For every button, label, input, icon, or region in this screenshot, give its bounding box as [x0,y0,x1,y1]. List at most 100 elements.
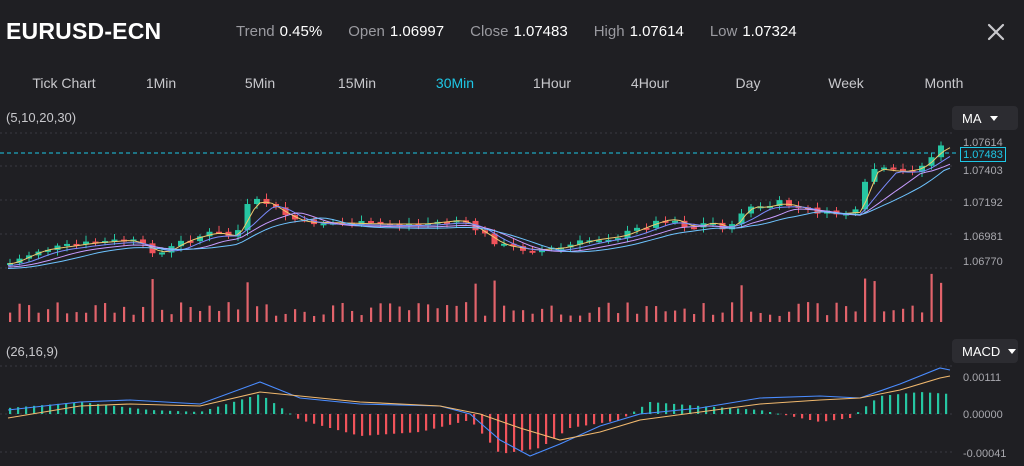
candle-body [320,223,327,226]
tab-1min[interactable]: 1Min [145,75,177,91]
candle-body [890,167,897,170]
candle-body [92,241,99,244]
volume-bar [522,310,525,322]
tab-tick-chart[interactable]: Tick Chart [32,75,96,91]
ma-indicator-select[interactable]: MA [952,106,1018,130]
quote-stats: Trend 0.45% Open 1.06997 Close 1.07483 High… [236,23,823,40]
volume-bar [123,306,126,322]
macd-bar [865,406,868,414]
volume-bar [303,311,306,322]
moving-average-lines [7,147,951,269]
macd-indicator-select[interactable]: MACD [952,339,1018,363]
macd-bar [345,414,348,433]
volume-bar [664,311,667,322]
macd-bar [545,414,548,444]
macd-bar [873,400,876,414]
macd-bar [625,414,628,417]
volume-bar [797,303,800,322]
macd-bar [25,406,28,414]
tab-1hour[interactable]: 1Hour [532,75,572,91]
macd-bar [761,410,764,414]
macd-bar [449,414,452,425]
volume-bar [189,307,192,322]
macd-bar [473,414,476,425]
macd-bar [105,404,108,414]
volume-bar [598,307,601,322]
candle-body [406,223,412,226]
tab-4hour[interactable]: 4Hour [630,75,670,91]
macd-bar [769,412,772,414]
tab-week[interactable]: Week [828,75,864,91]
volume-bar [617,313,620,322]
tab-30min[interactable]: 30Min [435,75,475,91]
volume-bar [218,310,221,322]
candle-body [159,252,165,255]
macd-bar [809,414,812,420]
candle-body [577,240,583,245]
volume-bar [104,303,107,322]
tab-month[interactable]: Month [924,75,964,91]
volume-bar [826,315,829,322]
macd-select-value: MACD [962,343,1001,359]
volume-bar [873,281,876,322]
volume-bar [788,311,791,322]
volume-bar [607,302,610,322]
volume-bar [645,306,648,322]
macd-bar [577,414,580,427]
candle-body [111,239,118,242]
candle-body [83,241,89,245]
volume-bar [769,314,772,322]
macd-bar [193,411,196,414]
volume-bar [246,282,249,322]
volume-bar [351,310,354,322]
ma-line [7,155,951,266]
candle-body [881,167,887,170]
volume-bar [208,305,211,322]
macd-bar [561,414,564,434]
stat-low: Low 1.07324 [710,23,797,40]
volume-bar [541,308,544,322]
macd-bar [73,402,76,414]
candle-body [64,243,70,246]
stat-value: 0.45% [279,23,323,40]
volume-bar [256,306,259,322]
stat-value: 1.07324 [742,23,797,40]
volume-bar [360,315,363,322]
volume-bar [56,302,59,322]
volume-bar [655,306,658,322]
volume-bar [883,311,886,322]
tab-5min[interactable]: 5Min [244,75,276,91]
candle-body [596,240,602,243]
volume-bar [579,315,582,322]
macd-bar [233,401,236,414]
macd-bar [881,395,884,414]
macd-line [7,367,951,457]
stat-label: High [593,23,625,40]
volume-bar [731,302,734,322]
chevron-down-icon [1008,348,1017,354]
macd-bar [265,397,268,414]
volume-bar [436,308,439,322]
tab-day[interactable]: Day [735,75,761,91]
candle-body [605,239,612,242]
volume-bar [199,310,202,322]
tab-15min[interactable]: 15Min [337,75,377,91]
macd-tick: 0.00111 [963,372,1002,384]
macd-bar [673,403,676,414]
candle-body [900,168,906,171]
macd-bar [33,405,36,414]
volume-bar [693,314,696,322]
macd-bar [585,414,588,426]
candle-body [444,221,450,224]
price-chart[interactable] [0,104,1024,466]
stat-label: Close [470,23,509,40]
macd-bar [697,405,700,414]
macd-bar [153,410,156,414]
volume-bar [18,303,21,322]
volume-bar [94,305,97,322]
macd-bar [217,406,220,414]
close-button[interactable] [984,20,1008,44]
volume-bar [550,305,553,322]
macd-bar [777,413,780,415]
macd-bar [889,395,892,414]
